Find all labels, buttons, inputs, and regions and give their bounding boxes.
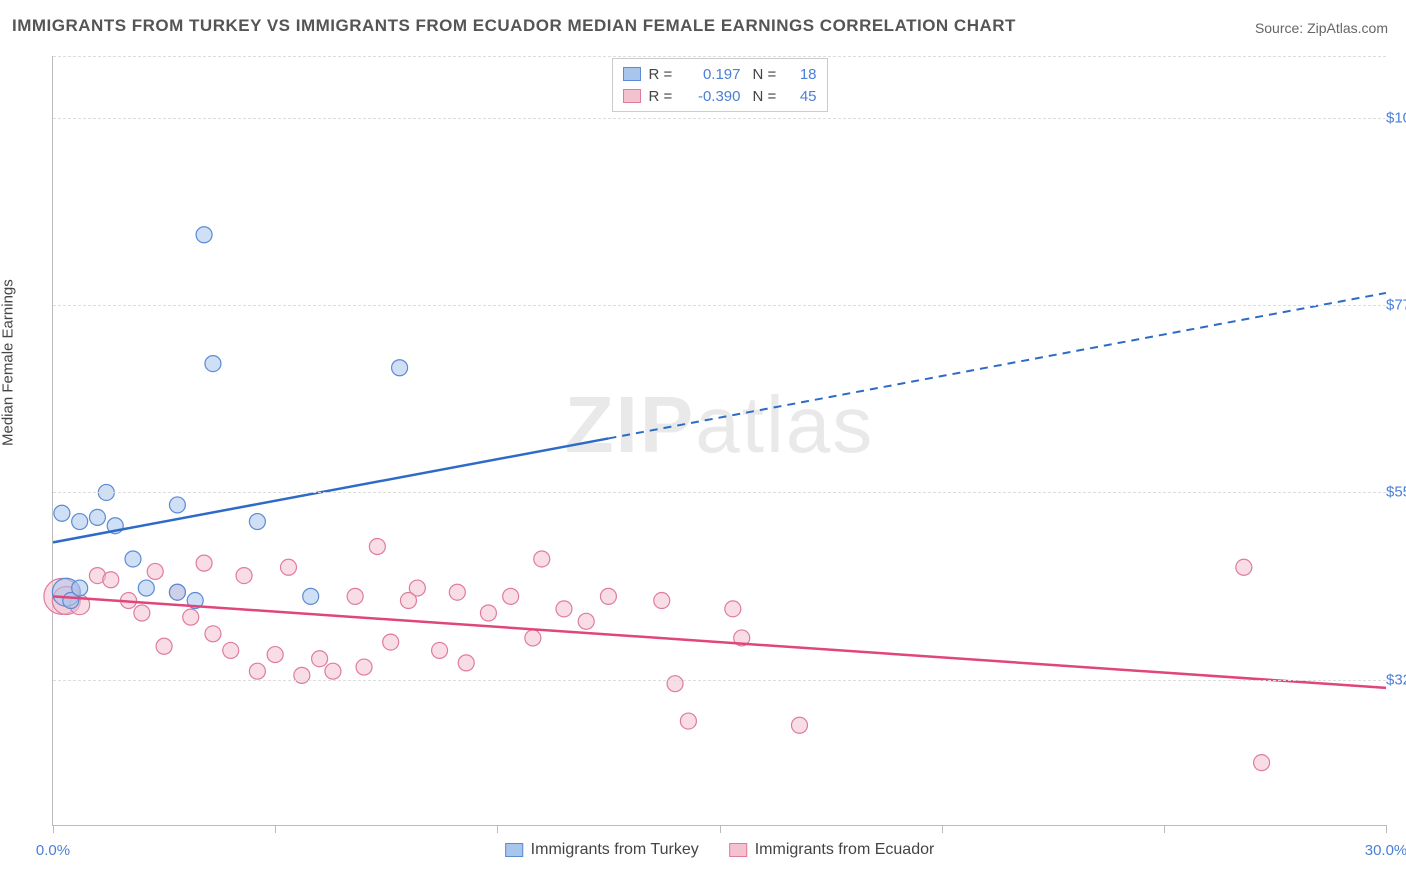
data-point	[667, 676, 683, 692]
data-point	[196, 227, 212, 243]
data-point	[383, 634, 399, 650]
xtick	[942, 825, 943, 833]
ytick-label: $100,000	[1376, 110, 1406, 127]
xtick	[275, 825, 276, 833]
chart-title: IMMIGRANTS FROM TURKEY VS IMMIGRANTS FRO…	[12, 16, 1016, 36]
data-point	[125, 551, 141, 567]
data-point	[480, 605, 496, 621]
trend-line	[53, 438, 608, 542]
data-point	[600, 588, 616, 604]
data-point	[347, 588, 363, 604]
swatch-icon	[505, 843, 523, 857]
ytick-label: $77,500	[1376, 297, 1406, 314]
source-label: Source:	[1255, 20, 1307, 36]
xtick-label: 0.0%	[36, 842, 70, 859]
legend-item-turkey: Immigrants from Turkey	[505, 841, 699, 859]
plot-area: ZIPatlas R = 0.197 N = 18 R = -0.390 N =…	[52, 56, 1386, 826]
data-point	[169, 584, 185, 600]
data-point	[503, 588, 519, 604]
data-point	[249, 514, 265, 530]
data-point	[103, 572, 119, 588]
data-point	[303, 588, 319, 604]
xtick	[1386, 825, 1387, 833]
data-point	[791, 717, 807, 733]
source-attribution: Source: ZipAtlas.com	[1255, 20, 1388, 36]
gridline	[53, 680, 1386, 681]
xtick	[497, 825, 498, 833]
data-point	[72, 580, 88, 596]
data-point	[400, 593, 416, 609]
data-point	[369, 538, 385, 554]
series-legend: Immigrants from Turkey Immigrants from E…	[505, 841, 935, 859]
data-point	[196, 555, 212, 571]
source-value: ZipAtlas.com	[1307, 20, 1388, 36]
data-point	[147, 563, 163, 579]
xtick	[53, 825, 54, 833]
data-point	[156, 638, 172, 654]
data-point	[267, 647, 283, 663]
data-point	[725, 601, 741, 617]
data-point	[578, 613, 594, 629]
ytick-label: $55,000	[1376, 484, 1406, 501]
data-point	[1236, 559, 1252, 575]
data-point	[525, 630, 541, 646]
data-point	[556, 601, 572, 617]
gridline	[53, 56, 1386, 57]
data-point	[680, 713, 696, 729]
data-point	[236, 568, 252, 584]
gridline	[53, 492, 1386, 493]
data-point	[458, 655, 474, 671]
data-point	[89, 509, 105, 525]
data-point	[654, 593, 670, 609]
data-point	[205, 356, 221, 372]
data-point	[294, 667, 310, 683]
data-point	[325, 663, 341, 679]
swatch-icon	[729, 843, 747, 857]
data-point	[205, 626, 221, 642]
data-point	[356, 659, 372, 675]
gridline	[53, 305, 1386, 306]
legend-label-ecuador: Immigrants from Ecuador	[755, 841, 935, 859]
y-axis-label: Median Female Earnings	[0, 279, 17, 446]
data-point	[534, 551, 550, 567]
data-point	[169, 497, 185, 513]
data-point	[312, 651, 328, 667]
legend-label-turkey: Immigrants from Turkey	[531, 841, 699, 859]
xtick	[1164, 825, 1165, 833]
xtick-label: 30.0%	[1365, 842, 1406, 859]
data-point	[449, 584, 465, 600]
data-point	[183, 609, 199, 625]
data-point	[223, 642, 239, 658]
data-point	[280, 559, 296, 575]
xtick	[720, 825, 721, 833]
data-point	[249, 663, 265, 679]
data-point	[134, 605, 150, 621]
data-point	[432, 642, 448, 658]
legend-item-ecuador: Immigrants from Ecuador	[729, 841, 935, 859]
data-point	[72, 514, 88, 530]
gridline	[53, 118, 1386, 119]
data-point	[1254, 755, 1270, 771]
data-point	[392, 360, 408, 376]
trend-line-extrapolated	[608, 293, 1386, 438]
data-point	[138, 580, 154, 596]
chart-svg	[53, 56, 1386, 825]
ytick-label: $32,500	[1376, 671, 1406, 688]
data-point	[54, 505, 70, 521]
